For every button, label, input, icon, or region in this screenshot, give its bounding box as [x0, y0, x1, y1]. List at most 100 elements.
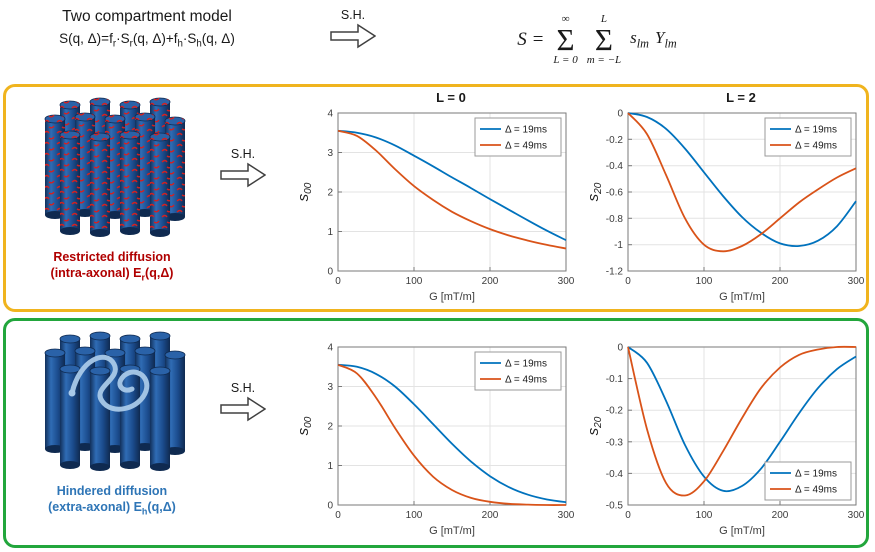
chart-plot: 0 100 200 300 0 -0.1 -0.2 -0.3 -0.4 -0.5 G [mT/m] s…: [584, 341, 865, 542]
legend-box: [764, 461, 852, 501]
y-tick-label: -0.1: [606, 374, 624, 385]
sh-transform-row2: S.H.: [212, 381, 274, 427]
equation-lhs: S =: [517, 29, 545, 50]
y-tick-label: 1: [327, 227, 333, 238]
right-arrow-icon: [330, 23, 377, 49]
x-axis-label: G [mT/m]: [719, 525, 765, 537]
y-axis-label: s00: [295, 416, 314, 435]
row-caption: Hindered diffusion (extra-axonal) Eh(q,Δ…: [48, 484, 176, 517]
series-line-0: [337, 129, 567, 242]
y-axis-label: s00: [295, 182, 314, 201]
x-tick-label: 300: [848, 510, 864, 521]
x-tick-label: 300: [558, 510, 574, 521]
right-arrow-icon: [220, 396, 267, 422]
x-axis-label: G [mT/m]: [429, 525, 475, 537]
chart-title: [584, 324, 864, 341]
x-tick-label: 200: [482, 510, 499, 521]
outer-sum: ∞ Σ L = 0: [553, 13, 578, 66]
x-tick-label: 200: [772, 510, 789, 521]
chart-title: L = 0: [436, 90, 466, 105]
sh-decomposition-equation: S = ∞ Σ L = 0 L Σ m = −L slm Ylm: [462, 0, 732, 80]
x-tick-label: 100: [696, 510, 713, 521]
chart-plot: 0 100 200 300 0 -0.2 -0.4 -0.6 -0.8 -1 -1.2 G [mT/m…: [584, 107, 865, 308]
equation-term: slm Ylm: [630, 28, 677, 51]
y-tick-label: 1: [327, 461, 333, 472]
axon-cylinders: [44, 331, 186, 472]
x-tick-label: 100: [406, 276, 423, 287]
axes-box: [627, 346, 857, 506]
legend-label: Δ = 19ms: [505, 125, 547, 136]
chart-title: L = 2: [726, 90, 756, 105]
chart-restricted-L0: L = 0 0 100 200 300 0 1 2 3 4 G [mT/m] s00 Δ = 19ms…: [294, 90, 575, 308]
series-line-0: [627, 112, 857, 247]
legend-box: [764, 117, 852, 157]
restricted-axons-illustration: [44, 97, 186, 238]
chart-svg: 0 100 200 300 0 -0.2 -0.4 -0.6 -0.8 -1 -1.2 G [mT/m…: [585, 109, 865, 304]
series-line-1: [337, 363, 567, 506]
row-caption: Restricted diffusion (intra-axonal) Er(q…: [50, 250, 174, 283]
y-tick-label: -0.2: [606, 135, 624, 146]
chart-plot: 0 100 200 300 0 1 2 3 4 G [mT/m] s00 Δ = 19ms Δ = 49…: [294, 341, 575, 542]
x-tick-label: 0: [625, 276, 631, 287]
y-tick-label: 0: [617, 109, 623, 120]
legend-label: Δ = 19ms: [505, 359, 547, 370]
y-axis-label: s20: [585, 416, 604, 435]
series-line-1: [337, 129, 567, 250]
x-axis-label: G [mT/m]: [429, 291, 475, 303]
sh-transform-row1: S.H.: [212, 147, 274, 193]
x-tick-label: 200: [482, 276, 499, 287]
y-tick-label: -0.3: [606, 437, 624, 448]
sh-label: S.H.: [340, 8, 366, 22]
y-tick-label: -0.6: [606, 188, 624, 199]
y-tick-label: 3: [327, 382, 333, 393]
y-tick-label: -0.5: [606, 501, 624, 512]
x-tick-label: 100: [696, 276, 713, 287]
x-tick-label: 100: [406, 510, 423, 521]
y-tick-label: 2: [327, 188, 333, 199]
y-tick-label: 4: [327, 343, 333, 354]
y-axis-label: s20: [585, 182, 604, 201]
right-arrow-icon: [220, 162, 267, 188]
sigma-symbol: Σ: [556, 22, 575, 58]
chart-hindered-L0: 0 100 200 300 0 1 2 3 4 G [mT/m] s00 Δ = 19ms Δ = 49…: [294, 324, 575, 542]
y-tick-label: -1.2: [606, 267, 624, 278]
restricted-compartment-panel: Restricted diffusion (intra-axonal) Er(q…: [3, 84, 869, 312]
legend-label: Δ = 19ms: [795, 125, 837, 136]
legend-label: Δ = 49ms: [795, 485, 837, 496]
x-tick-label: 300: [848, 276, 864, 287]
sigma-symbol: Σ: [594, 22, 613, 58]
legend-box: [474, 351, 562, 391]
series-line-0: [627, 346, 857, 493]
y-tick-label: 0: [327, 501, 333, 512]
x-tick-label: 300: [558, 276, 574, 287]
legend-label: Δ = 49ms: [795, 141, 837, 152]
legend-label: Δ = 19ms: [795, 469, 837, 480]
legend-label: Δ = 49ms: [505, 375, 547, 386]
chart-svg: 0 100 200 300 0 -0.1 -0.2 -0.3 -0.4 -0.5 G [mT/m] s…: [585, 343, 865, 538]
y-tick-label: 3: [327, 148, 333, 159]
chart-hindered-L2: 0 100 200 300 0 -0.1 -0.2 -0.3 -0.4 -0.5 G [mT/m] s…: [584, 324, 865, 542]
y-tick-label: 0: [617, 343, 623, 354]
y-tick-label: -0.4: [606, 161, 624, 172]
chart-svg: 0 100 200 300 0 1 2 3 4 G [mT/m] s00 Δ = 19ms Δ = 49…: [295, 109, 575, 304]
series-line-1: [627, 112, 857, 253]
x-tick-label: 0: [625, 510, 631, 521]
sh-transform-header: S.H.: [322, 8, 384, 54]
x-axis-label: G [mT/m]: [719, 291, 765, 303]
hindered-compartment-panel: Hindered diffusion (extra-axonal) Eh(q,Δ…: [3, 318, 869, 548]
inner-sum: L Σ m = −L: [586, 13, 622, 66]
y-tick-label: 2: [327, 422, 333, 433]
chart-svg: 0 100 200 300 0 1 2 3 4 G [mT/m] s00 Δ = 19ms Δ = 49…: [295, 343, 575, 538]
hindered-axons-illustration: [44, 331, 186, 472]
x-tick-label: 200: [772, 276, 789, 287]
y-tick-label: 0: [327, 267, 333, 278]
y-tick-label: -0.2: [606, 406, 624, 417]
x-tick-label: 0: [335, 276, 341, 287]
series-line-0: [337, 363, 567, 504]
figure-title: Two compartment model: [62, 8, 232, 25]
x-tick-label: 0: [335, 510, 341, 521]
random-walk-path: [68, 354, 150, 412]
model-header: Two compartment model S(q, Δ)=fr·Sr(q, Δ…: [14, 8, 280, 50]
legend-box: [474, 117, 562, 157]
